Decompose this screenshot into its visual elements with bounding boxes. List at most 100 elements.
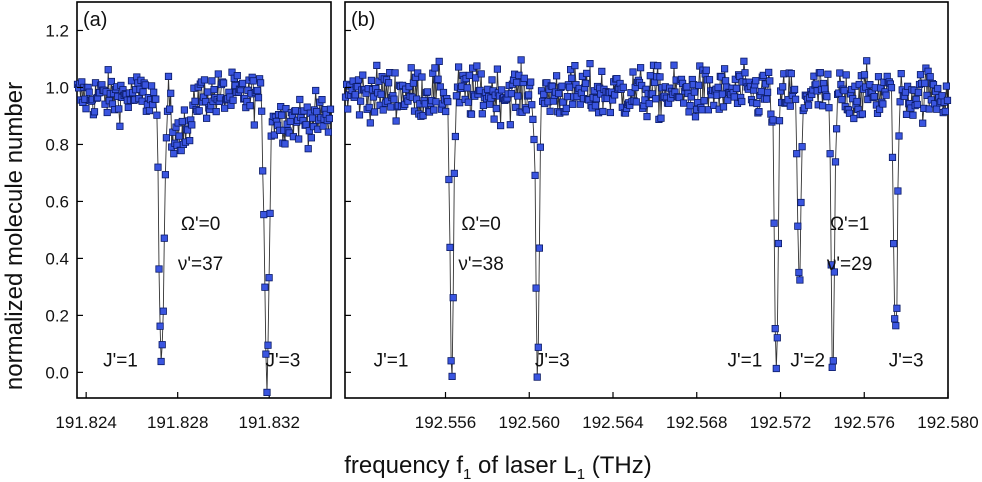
data-point [643,113,651,121]
data-point [229,96,237,104]
data-point [282,105,290,113]
y-tick-label: 0.8 [45,135,69,154]
data-point [769,116,777,124]
data-point [738,97,746,106]
plot-frame [76,1,332,399]
data-point [670,61,678,69]
data-point [638,81,646,90]
data-point [467,110,476,118]
data-point [488,76,496,84]
data-point [698,106,706,114]
data-point [792,95,800,103]
data-point [162,134,170,142]
data-point [263,388,271,397]
data-point [764,88,772,96]
data-point [258,107,266,115]
data-point [795,268,803,277]
data-point [890,239,898,248]
data-point [923,91,931,99]
annotation: J'=1 [374,351,409,372]
data-point [657,114,665,122]
data-point [700,97,708,105]
data-point [705,76,714,84]
data-point [686,102,694,110]
data-point [582,79,590,87]
data-point [529,115,537,123]
data-point [85,88,93,96]
data-point [278,111,286,119]
data-point [791,85,799,93]
data-point [115,105,123,113]
data-point [175,132,183,140]
data-point [771,324,779,333]
data-point [513,78,521,87]
data-point [902,110,911,118]
data-point [367,76,376,84]
data-point [391,69,399,77]
data-point [546,107,554,115]
data-point [261,283,269,291]
data-point [702,66,710,74]
data-point [721,65,729,73]
data-point [446,243,454,251]
data-point [448,372,456,381]
data-point [104,66,112,74]
data-point [740,57,748,65]
data-point [139,88,147,96]
data-point [312,86,320,95]
data-point [435,57,443,66]
data-point [477,70,485,78]
data-point [652,95,660,103]
data-point [827,261,835,269]
x-axis-label-end: (THz) [585,452,652,479]
data-point [786,102,794,110]
data-point [534,343,542,351]
annotation: J'=1 [103,351,138,372]
data-point [555,89,563,98]
data-point [797,198,805,207]
data-point [296,95,304,104]
data-point [583,69,591,77]
data-point [772,364,780,373]
data-point [202,114,211,122]
data-point [722,77,730,85]
data-point [285,129,293,137]
data-point [563,93,572,101]
data-point [423,88,432,96]
x-tick-label: 192.568 [666,413,727,432]
data-point [514,92,522,100]
data-point [165,105,174,113]
data-point [344,105,352,113]
data-point [319,122,327,130]
data-point [863,57,871,65]
data-point [568,74,576,82]
y-tick-label: 0.2 [45,306,69,325]
data-point [183,126,192,134]
data-point [414,69,422,77]
data-point [124,103,132,111]
data-point [246,102,254,110]
data-point [439,88,448,97]
data-point [893,304,901,312]
data-point [233,72,241,80]
data-point [774,239,783,248]
data-point [895,132,903,140]
data-point [191,97,199,105]
data-point [525,91,533,99]
data-point [629,68,637,76]
data-point [528,101,536,109]
data-point [454,63,463,71]
data-point [473,62,481,70]
data-point [798,143,806,151]
data-point [520,74,528,82]
data-point [805,101,813,109]
data-point [943,96,952,104]
data-point [262,350,270,358]
data-point [178,117,186,126]
data-point [259,167,267,175]
data-point [155,265,163,273]
data-point [188,121,196,129]
x-axis-label-sub1: 1 [463,466,471,482]
data-point [154,163,162,171]
